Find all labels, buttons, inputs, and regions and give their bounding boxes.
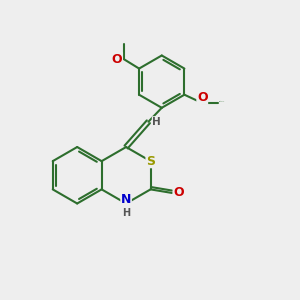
Text: S: S <box>146 154 155 168</box>
Text: O: O <box>112 52 122 66</box>
Text: N: N <box>121 194 131 206</box>
Text: H: H <box>122 208 130 218</box>
Text: O: O <box>173 186 184 200</box>
Text: O: O <box>197 91 208 104</box>
Text: H: H <box>152 117 161 127</box>
Text: methoxy: methoxy <box>219 101 225 102</box>
